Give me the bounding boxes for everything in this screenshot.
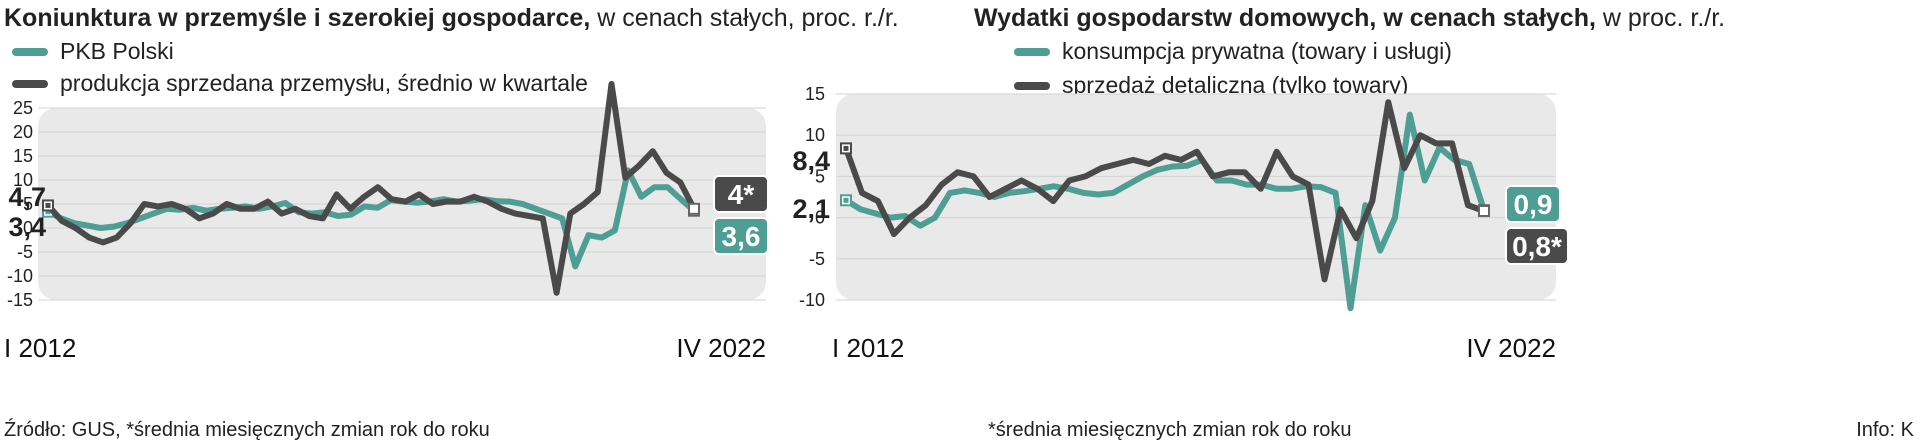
left-legend-item-gdp: PKB Polski — [12, 38, 174, 65]
start-value-label-0: 8,4 — [792, 146, 830, 176]
y-tick-label-20: 20 — [13, 122, 33, 142]
y-tick-label-10: 10 — [13, 170, 33, 190]
left-footnote: Źródło: GUS, *średnia miesięcznych zmian… — [4, 419, 490, 441]
y-tick-label-0: 0 — [23, 218, 33, 238]
x-end-label: IV 2022 — [1466, 333, 1556, 363]
x-start-label: I 2012 — [4, 333, 76, 363]
y-tick-label-25: 25 — [13, 98, 33, 118]
left-chart-panel: Koniunktura w przemyśle i szerokiej gosp… — [4, 4, 899, 441]
start-value-label-1: 2,1 — [792, 194, 830, 224]
series-line-1 — [45, 81, 697, 296]
legend-label: produkcja sprzedana przemysłu, średnio w… — [60, 70, 588, 96]
y-tick-label--15: -15 — [7, 290, 33, 310]
series-end-marker-1 — [1478, 205, 1490, 218]
right-chart-panel: Wydatki gospodarstw domowych, w cenach s… — [970, 0, 1920, 445]
badge-box — [1505, 227, 1569, 265]
y-tick-label-5: 5 — [815, 166, 825, 186]
series-start-marker-dot-0 — [45, 209, 51, 215]
series-line-0 — [45, 167, 697, 270]
y-tick-label--10: -10 — [799, 290, 825, 310]
badge-value: 0,9 — [1514, 189, 1553, 220]
right-legend-item-consumption: konsumpcja prywatna (towary i usługi) — [1014, 38, 1452, 65]
y-tick-label--5: -5 — [809, 249, 825, 269]
badge-box — [713, 175, 769, 213]
y-tick-label-5: 5 — [23, 194, 33, 214]
y-tick-label--10: -10 — [7, 266, 33, 286]
series-start-marker-dot-1 — [843, 145, 849, 151]
end-value-badge-1: 3,6 — [713, 217, 769, 255]
start-value-label-1: 3,4 — [8, 212, 46, 242]
legend-label: PKB Polski — [60, 38, 174, 64]
left-chart-title: Koniunktura w przemyśle i szerokiej gosp… — [4, 4, 899, 32]
badge-value: 0,8* — [1512, 231, 1562, 262]
right-footnote: *średnia miesięcznych zmian rok do roku — [988, 419, 1352, 441]
y-tick-label-15: 15 — [13, 146, 33, 166]
y-tick-label-0: 0 — [815, 208, 825, 228]
legend-swatch-teal — [1014, 47, 1050, 56]
plot-area-1 — [836, 94, 1556, 300]
x-end-label: IV 2022 — [676, 333, 766, 363]
badge-box — [1505, 185, 1561, 223]
legend-label: konsumpcja prywatna (towary i usługi) — [1062, 38, 1452, 64]
x-start-label: I 2012 — [832, 333, 904, 363]
series-start-marker-dot-1 — [45, 202, 51, 208]
badge-value: 4* — [728, 179, 755, 210]
y-tick-label-10: 10 — [805, 125, 825, 145]
badge-box — [713, 217, 769, 255]
start-value-label-0: 4,7 — [8, 182, 46, 212]
y-tick-label-15: 15 — [805, 84, 825, 104]
y-tick-label--5: -5 — [17, 242, 33, 262]
legend-swatch-dark — [1014, 81, 1050, 90]
end-value-badge-1: 0,8* — [1505, 227, 1569, 265]
left-legend-item-industry: produkcja sprzedana przemysłu, średnio w… — [12, 70, 588, 97]
end-value-badge-0: 4* — [713, 175, 769, 213]
legend-swatch-dark — [12, 79, 48, 88]
series-line-1 — [843, 99, 1487, 283]
series-line-0 — [843, 111, 1487, 312]
legend-swatch-teal — [12, 47, 48, 56]
badge-value: 3,6 — [722, 221, 761, 252]
series-start-marker-dot-0 — [843, 197, 849, 203]
credit-label: Info: K — [1856, 419, 1914, 441]
series-end-marker-1 — [688, 202, 700, 215]
end-value-badge-0: 0,9 — [1505, 185, 1561, 223]
right-chart-title: Wydatki gospodarstw domowych, w cenach s… — [974, 4, 1726, 32]
